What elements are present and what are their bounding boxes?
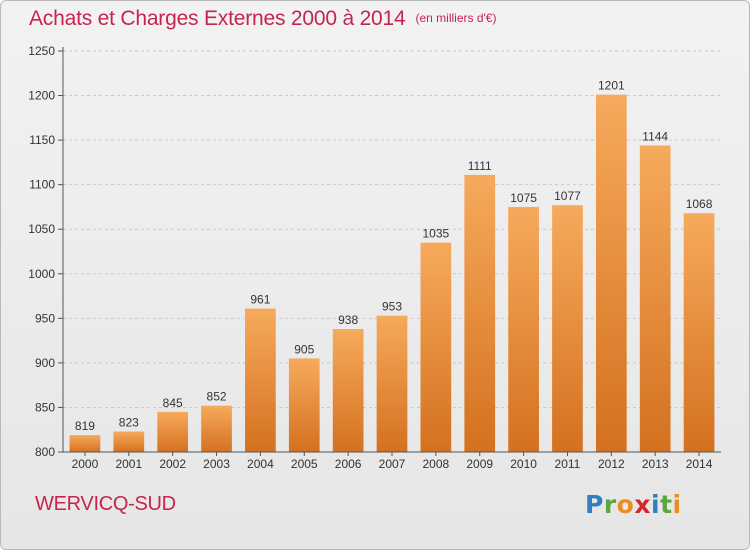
- bar: [69, 435, 101, 452]
- logo-letter: i: [651, 490, 661, 519]
- x-tick-label: 2005: [291, 457, 318, 471]
- data-label: 1077: [554, 189, 581, 203]
- bar: [683, 213, 715, 452]
- x-tick-label: 2010: [510, 457, 537, 471]
- x-tick-label: 2007: [379, 457, 406, 471]
- data-label: 938: [338, 313, 358, 327]
- logo-letter: i: [672, 490, 682, 519]
- data-label: 1144: [642, 129, 668, 143]
- y-tick-label: 1000: [28, 267, 55, 281]
- chart-title: Achats et Charges Externes 2000 à 2014: [29, 7, 406, 30]
- title-row: Achats et Charges Externes 2000 à 2014 (e…: [29, 7, 496, 31]
- x-tick-label: 2001: [115, 457, 142, 471]
- data-label: 819: [75, 419, 95, 433]
- x-tick-label: 2011: [555, 457, 581, 471]
- x-tick-label: 2012: [598, 457, 625, 471]
- data-label: 953: [382, 300, 402, 314]
- data-labels: 819 823 845 852 961 905 938 953 1035 1111 1075 1077…: [75, 79, 713, 433]
- x-tick-label: 2000: [72, 457, 99, 471]
- bar: [420, 242, 452, 452]
- bar: [332, 329, 364, 452]
- data-label: 905: [294, 342, 314, 356]
- data-label: 1035: [423, 227, 450, 241]
- data-label: 1068: [686, 197, 713, 211]
- x-tick-label: 2008: [423, 457, 450, 471]
- bars: [69, 94, 715, 453]
- logo-letter: r: [603, 490, 617, 519]
- data-label: 1111: [468, 159, 492, 173]
- x-tick-label: 2004: [247, 457, 274, 471]
- chart-subtitle: (en milliers d'€): [415, 11, 497, 25]
- x-tick-label: 2002: [159, 457, 186, 471]
- x-tick-label: 2013: [642, 457, 669, 471]
- bar: [288, 358, 320, 452]
- y-tick-label: 900: [35, 356, 55, 370]
- proxiti-logo: Proxiti: [585, 490, 682, 519]
- x-tick-label: 2003: [203, 457, 230, 471]
- bar: [201, 405, 232, 452]
- y-tick-label: 1200: [28, 89, 55, 103]
- logo-letter: t: [660, 490, 673, 519]
- data-label: 823: [119, 416, 139, 430]
- data-label: 1201: [598, 79, 625, 93]
- bar: [157, 411, 189, 452]
- bar: [595, 94, 627, 453]
- bar: [245, 308, 276, 452]
- y-tick-label: 1050: [28, 222, 55, 236]
- x-tick-label: 2014: [686, 457, 713, 471]
- x-tick-label: 2006: [335, 457, 362, 471]
- location-label: WERVICQ-SUD: [35, 493, 176, 515]
- data-label: 1075: [510, 191, 537, 205]
- bar: [464, 174, 496, 452]
- y-tick-label: 950: [35, 311, 55, 325]
- y-tick-label: 1250: [28, 44, 55, 58]
- y-tick-label: 1150: [29, 133, 55, 147]
- bar: [639, 145, 671, 453]
- x-tick-label: 2009: [466, 457, 493, 471]
- logo-letter: P: [585, 490, 604, 519]
- bar: [552, 205, 583, 452]
- bar: [376, 315, 408, 452]
- data-label: 845: [163, 396, 183, 410]
- bar: [508, 206, 539, 452]
- data-label: 961: [250, 293, 270, 307]
- logo-letter: x: [634, 490, 651, 519]
- y-tick-label: 850: [35, 400, 55, 414]
- axes: 800 850 900 950 1000 1050 1100 1150 1200 1250 2000…: [28, 44, 721, 471]
- logo-letter: o: [616, 490, 635, 519]
- y-tick-label: 800: [35, 445, 55, 459]
- data-label: 852: [207, 390, 227, 404]
- y-tick-label: 1100: [29, 178, 55, 192]
- bar: [113, 431, 145, 452]
